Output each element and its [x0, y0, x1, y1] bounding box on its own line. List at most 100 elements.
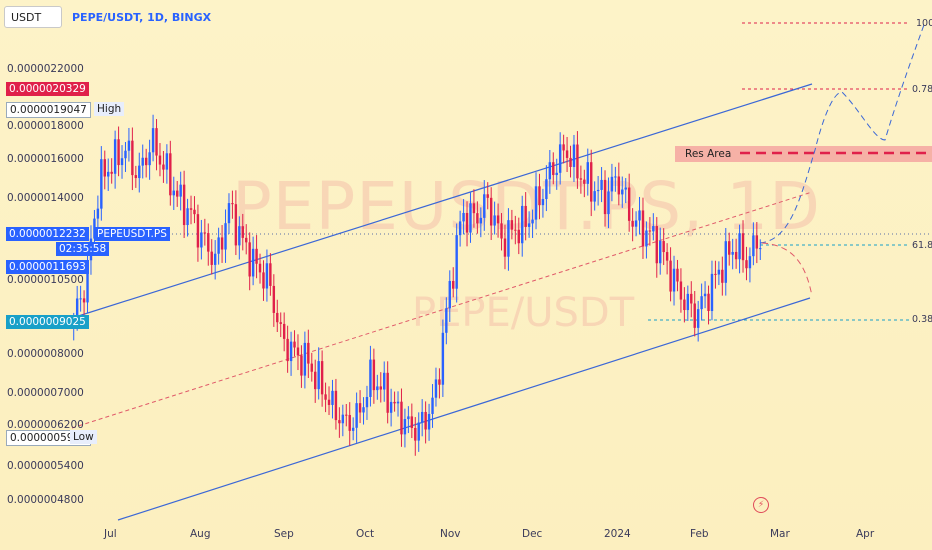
candle-body	[258, 263, 262, 273]
candle-body	[728, 241, 731, 255]
candle-body	[182, 184, 186, 226]
candle-body	[583, 179, 586, 184]
candle-body	[282, 323, 286, 339]
candle-body	[372, 359, 376, 391]
low-value-tag: 0.0000005988	[6, 430, 91, 446]
candle-body	[434, 379, 438, 398]
alert-bolt-icon[interactable]: ⚡	[753, 497, 769, 513]
candle-body	[627, 187, 631, 221]
candle-body	[610, 176, 614, 192]
candle-body	[207, 233, 210, 252]
candle-body	[262, 272, 265, 289]
candle-body	[320, 361, 324, 395]
candle-body	[383, 372, 386, 390]
candle-body	[586, 162, 589, 184]
candle-body	[251, 248, 255, 277]
candle-body	[107, 171, 110, 177]
res-area-band	[675, 146, 932, 162]
candle-body	[165, 153, 169, 170]
candle-body	[310, 363, 313, 372]
candle-body	[86, 260, 89, 303]
month-label: Nov	[440, 528, 461, 540]
candle-body	[517, 229, 520, 244]
candle-body	[452, 280, 455, 289]
candle-body	[238, 226, 241, 246]
candle-body	[707, 293, 710, 312]
candle-body	[155, 128, 158, 156]
candle-body	[307, 342, 310, 364]
candle-body	[669, 260, 672, 292]
candle-body	[607, 191, 610, 215]
candle-body	[614, 176, 617, 178]
candle-body	[748, 256, 752, 269]
mid-price-tag: 0.0000009025	[6, 315, 89, 329]
candle-body	[438, 379, 441, 385]
candle-body	[548, 162, 552, 180]
candle-body	[227, 203, 231, 224]
candle-body	[369, 359, 372, 397]
channel-midline	[71, 191, 813, 429]
candle-body	[721, 269, 724, 283]
candle-body	[445, 308, 448, 333]
candle-body	[296, 347, 300, 356]
candle-body	[231, 203, 234, 205]
candle-body	[538, 186, 541, 206]
candle-body	[82, 298, 86, 303]
month-label: Feb	[690, 528, 709, 540]
candle-body	[327, 399, 331, 405]
price-tick: 0.0000007000	[7, 387, 84, 399]
candle-body	[479, 217, 483, 224]
candle-body	[696, 309, 700, 328]
currency-selector[interactable]: USDT	[4, 6, 62, 28]
candle-body	[389, 401, 393, 413]
last-symbol-tag: PEPEUSDT.PS	[94, 227, 170, 241]
candle-body	[472, 203, 476, 214]
countdown-tag: 02:35:58	[56, 242, 110, 256]
candle-body	[683, 299, 686, 311]
candle-body	[217, 237, 220, 254]
candle-body	[624, 187, 627, 190]
candle-body	[213, 253, 217, 265]
candle-body	[272, 285, 276, 313]
candle-body	[634, 220, 638, 227]
candle-body	[641, 210, 645, 247]
candle-body	[279, 322, 282, 324]
candle-body	[365, 396, 369, 408]
candle-body	[400, 401, 403, 435]
candle-body	[496, 215, 500, 224]
candle-body	[348, 414, 351, 431]
price-tick: 0.0000004800	[7, 494, 84, 506]
month-label: Apr	[856, 528, 875, 540]
candle-body	[665, 252, 669, 261]
fib-level-label: 0.38	[912, 314, 932, 325]
candle-body	[131, 140, 134, 176]
candle-body	[193, 209, 196, 215]
candle-body	[417, 422, 420, 441]
candle-body	[476, 213, 479, 224]
res-area-label: Res Area	[685, 148, 732, 160]
candle-body	[645, 230, 648, 247]
candle-body	[358, 403, 362, 413]
price-tick: 0.0000010500	[7, 274, 84, 286]
candle-body	[100, 159, 103, 209]
candle-body	[386, 372, 389, 413]
candle-body	[541, 199, 545, 206]
candle-body	[127, 140, 131, 151]
candle-body	[345, 414, 348, 416]
candle-body	[331, 390, 334, 405]
month-label: Oct	[356, 528, 375, 540]
candle-body	[441, 332, 445, 385]
candle-body	[255, 248, 258, 264]
candle-body	[338, 420, 341, 424]
candle-body	[703, 293, 707, 297]
candle-body	[393, 401, 396, 404]
candle-body	[600, 179, 603, 190]
candle-body	[396, 401, 400, 404]
candle-body	[200, 232, 203, 248]
candle-body	[162, 164, 165, 170]
candle-body	[514, 229, 517, 231]
candle-body	[203, 232, 207, 234]
candle-body	[414, 427, 417, 441]
candle-body	[179, 184, 182, 197]
